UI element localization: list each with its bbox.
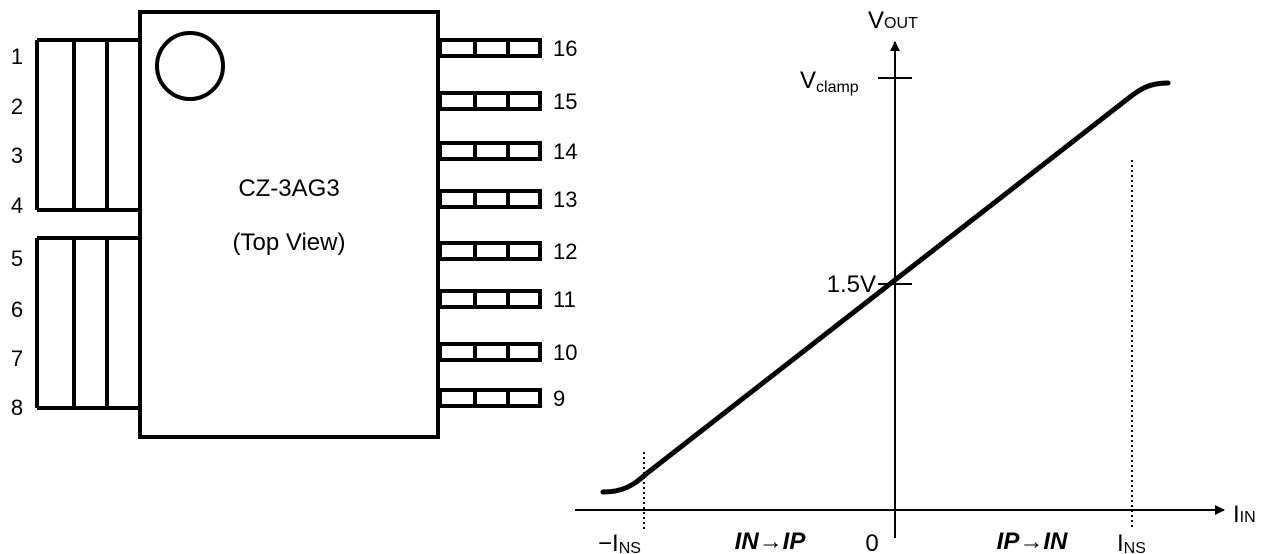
y-axis-label: VOUT bbox=[868, 7, 918, 34]
package-body bbox=[138, 10, 440, 439]
pin-number-label: 5 bbox=[11, 246, 23, 271]
right-lead bbox=[438, 189, 542, 209]
right-lead bbox=[438, 388, 542, 408]
offset-voltage-label: 1.5V bbox=[827, 271, 876, 298]
right-lead bbox=[438, 289, 542, 309]
right-lead bbox=[438, 342, 542, 362]
right-lead bbox=[438, 91, 542, 111]
pin-number-label: 10 bbox=[553, 340, 577, 365]
pin-number-label: 11 bbox=[553, 287, 576, 312]
neg-ins-label: −INS bbox=[598, 530, 641, 554]
right-lead bbox=[438, 141, 542, 161]
left-lead-block-upper bbox=[35, 38, 140, 212]
pin-number-label: 2 bbox=[11, 94, 23, 119]
pin-number-label: 8 bbox=[11, 395, 23, 420]
pin-number-label: 6 bbox=[11, 297, 23, 322]
region-right-label: IP→IN bbox=[997, 528, 1068, 554]
left-pin-labels: 1 2 3 4 5 6 7 8 bbox=[11, 44, 23, 420]
x-axis-label: IIN bbox=[1233, 501, 1256, 528]
pin-number-label: 15 bbox=[553, 89, 577, 114]
pin-number-label: 12 bbox=[553, 239, 577, 264]
vclamp-label: Vclamp bbox=[800, 67, 859, 96]
pin-number-label: 13 bbox=[553, 187, 577, 212]
pin-number-label: 16 bbox=[553, 36, 577, 61]
pin1-marker-circle bbox=[155, 31, 225, 101]
right-lead bbox=[438, 241, 542, 261]
part-name-label: CZ-3AG3 bbox=[238, 175, 339, 202]
pin-number-label: 3 bbox=[11, 143, 23, 168]
pin-number-label: 4 bbox=[11, 193, 23, 218]
right-leads bbox=[438, 38, 542, 408]
pos-ins-label: INS bbox=[1117, 530, 1146, 554]
view-label: (Top View) bbox=[233, 229, 346, 256]
pin-number-label: 7 bbox=[11, 346, 23, 371]
pin-number-label: 1 bbox=[11, 44, 23, 69]
right-lead bbox=[438, 38, 542, 58]
right-pin-labels: 16 15 14 13 12 11 10 9 bbox=[553, 36, 577, 411]
transfer-characteristic-diagram: VOUT IIN Vclamp 1.5V 0 −INS INS IN→IP IP… bbox=[575, 7, 1256, 554]
transfer-curve bbox=[600, 80, 1171, 495]
region-left-label: IN→IP bbox=[735, 528, 807, 554]
pin-number-label: 9 bbox=[553, 386, 565, 411]
left-lead-block-lower bbox=[35, 236, 140, 410]
pin-number-label: 14 bbox=[553, 139, 577, 164]
origin-label: 0 bbox=[865, 530, 878, 554]
